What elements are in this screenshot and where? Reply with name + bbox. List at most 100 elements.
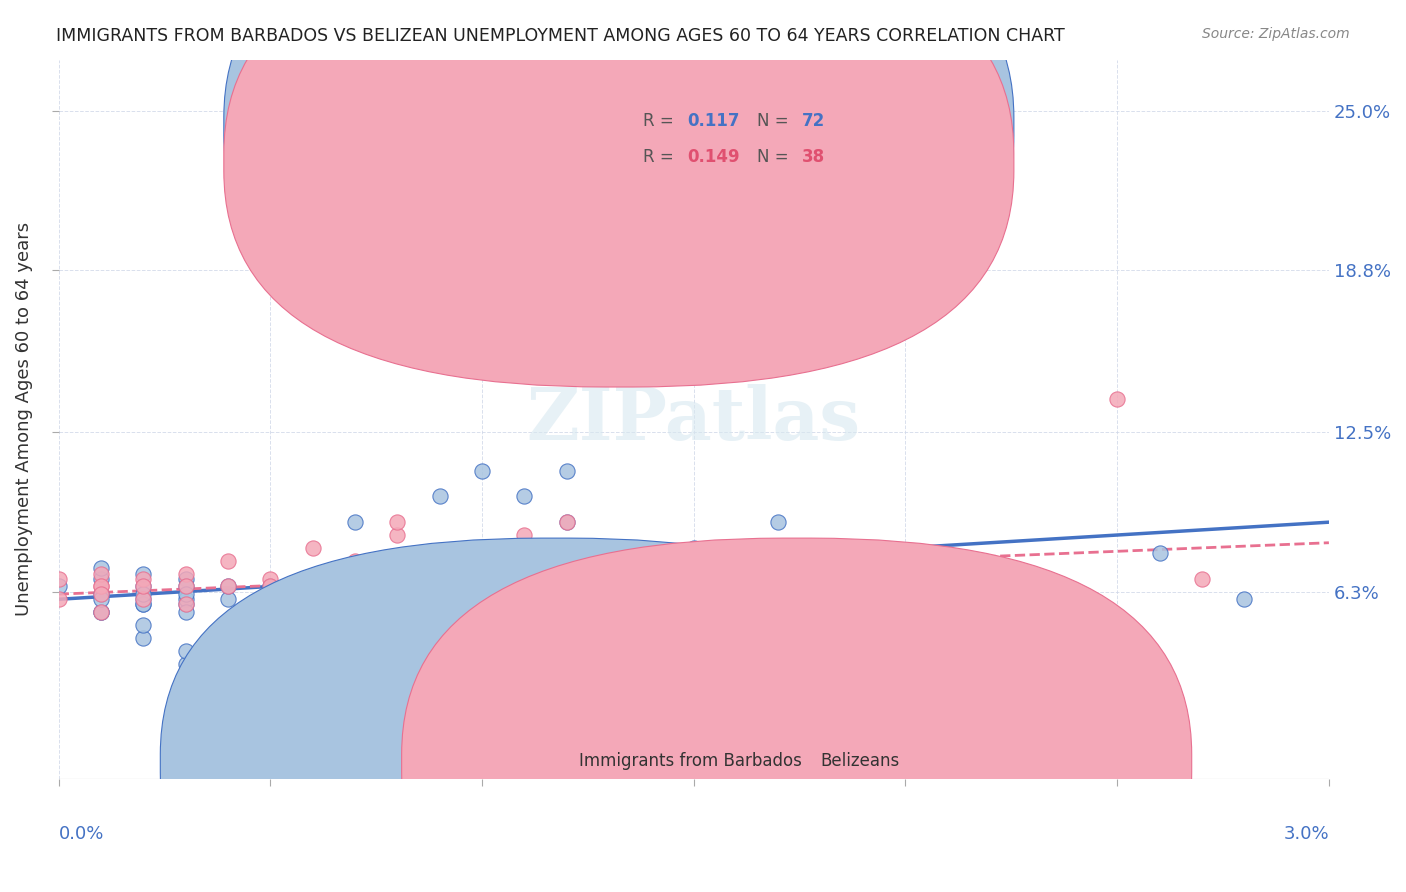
Point [90,587,112,601]
Text: IMMIGRANTS FROM BARBADOS VS BELIZEAN UNEMPLOYMENT AMONG AGES 60 TO 64 YEARS CORR: IMMIGRANTS FROM BARBADOS VS BELIZEAN UNE… [56,27,1064,45]
Point [90,605,112,619]
Point [682,579,704,593]
Point [174,587,197,601]
Text: Belizeans: Belizeans [821,752,900,770]
Point [301,572,323,586]
Point [725,566,748,581]
Point [344,554,367,568]
Point [387,592,409,607]
Point [810,643,832,657]
Point [301,605,323,619]
Point [387,515,409,529]
Text: 0.149: 0.149 [688,148,740,166]
Point [259,129,281,144]
Point [132,579,155,593]
Point [852,572,875,586]
FancyBboxPatch shape [160,538,950,892]
Point [132,587,155,601]
Point [768,631,790,645]
Text: ZIPatlas: ZIPatlas [527,384,860,455]
Point [90,605,112,619]
Point [174,572,197,586]
Point [174,579,197,593]
Point [344,605,367,619]
Point [768,515,790,529]
Point [555,515,578,529]
Point [259,579,281,593]
Point [429,490,451,504]
Point [132,592,155,607]
Point [894,566,917,581]
Point [1063,605,1085,619]
Point [810,566,832,581]
Point [217,669,239,683]
Point [90,579,112,593]
Point [513,490,536,504]
Point [1233,592,1256,607]
Point [301,592,323,607]
Point [682,592,704,607]
Point [979,592,1001,607]
Point [513,579,536,593]
Point [555,554,578,568]
Point [48,592,70,607]
Point [429,579,451,593]
Point [598,566,620,581]
FancyBboxPatch shape [402,538,1192,892]
Point [301,541,323,555]
Point [682,541,704,555]
Point [344,515,367,529]
Point [90,587,112,601]
FancyBboxPatch shape [579,95,960,196]
Point [471,271,494,285]
Point [174,643,197,657]
Point [1107,392,1129,406]
Point [90,592,112,607]
Point [301,592,323,607]
Point [1149,546,1171,560]
Point [725,572,748,586]
Point [90,561,112,575]
Point [344,579,367,593]
Point [259,695,281,709]
FancyBboxPatch shape [224,0,1014,387]
Point [640,592,662,607]
Point [894,592,917,607]
Point [174,592,197,607]
Point [555,515,578,529]
Point [174,598,197,612]
Point [344,572,367,586]
Point [1191,572,1213,586]
Point [555,464,578,478]
Text: Immigrants from Barbados: Immigrants from Barbados [579,752,803,770]
Point [810,232,832,246]
Point [429,592,451,607]
Text: Source: ZipAtlas.com: Source: ZipAtlas.com [1202,27,1350,41]
Point [979,579,1001,593]
Point [598,579,620,593]
Point [471,464,494,478]
Point [174,566,197,581]
Text: R =: R = [643,112,679,129]
FancyBboxPatch shape [224,0,1014,351]
Point [429,554,451,568]
Point [217,554,239,568]
Point [471,579,494,593]
Point [217,592,239,607]
Text: N =: N = [758,112,794,129]
Point [217,579,239,593]
Point [217,579,239,593]
Text: 0.0%: 0.0% [59,825,104,844]
Point [132,598,155,612]
Point [259,592,281,607]
Point [387,572,409,586]
Point [725,579,748,593]
Point [810,572,832,586]
Text: 38: 38 [801,148,825,166]
Point [513,528,536,542]
Text: 3.0%: 3.0% [1284,825,1329,844]
Point [90,566,112,581]
Y-axis label: Unemployment Among Ages 60 to 64 years: Unemployment Among Ages 60 to 64 years [15,222,32,616]
Point [259,572,281,586]
Point [174,657,197,671]
